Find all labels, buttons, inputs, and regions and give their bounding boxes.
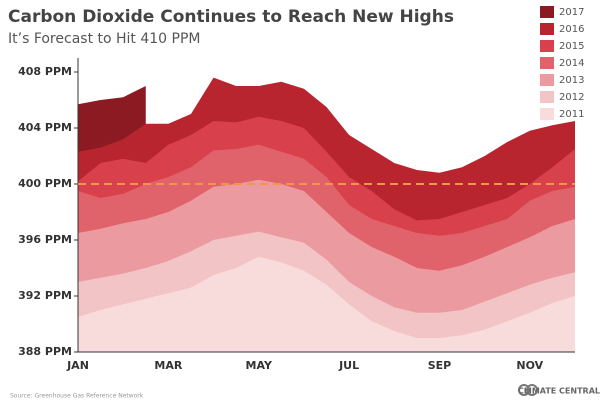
legend-swatch (540, 74, 554, 86)
legend-label: 2011 (559, 109, 584, 120)
legend-label: 2015 (559, 41, 584, 52)
x-tick-label: JAN (66, 359, 89, 372)
chart-subtitle: It’s Forecast to Hit 410 PPM (8, 31, 201, 47)
source: Source: Greenhouse Gas Reference Network (10, 393, 144, 400)
logo (518, 384, 538, 396)
legend-label: 2016 (559, 24, 584, 35)
legend-swatch (540, 108, 554, 120)
y-tick-label: 388 PPM (18, 345, 72, 358)
legend-swatch (540, 23, 554, 35)
legend-label: 2013 (559, 75, 584, 86)
x-tick-label: MAY (246, 359, 273, 372)
x-tick-label: MAR (154, 359, 182, 372)
y-tick-label: 400 PPM (18, 177, 72, 190)
y-tick-label: 392 PPM (18, 289, 72, 302)
legend-swatch (540, 57, 554, 69)
chart-title: Carbon Dioxide Continues to Reach New Hi… (8, 7, 454, 27)
legend-swatch (540, 91, 554, 103)
area (78, 256, 575, 352)
x-tick-label: JUL (338, 359, 359, 372)
y-tick-label: 396 PPM (18, 233, 72, 246)
legend-swatch (540, 40, 554, 52)
y-tick-label: 404 PPM (18, 121, 72, 134)
credit: CLIMATE CENTRAL (518, 387, 600, 396)
x-tick-label: SEP (428, 359, 452, 372)
legend-label: 2014 (559, 58, 584, 69)
x-tick-label: NOV (516, 359, 543, 372)
legend-swatch (540, 6, 554, 18)
legend-label: 2017 (559, 7, 584, 18)
legend-label: 2012 (559, 92, 584, 103)
y-tick-label: 408 PPM (18, 65, 72, 78)
